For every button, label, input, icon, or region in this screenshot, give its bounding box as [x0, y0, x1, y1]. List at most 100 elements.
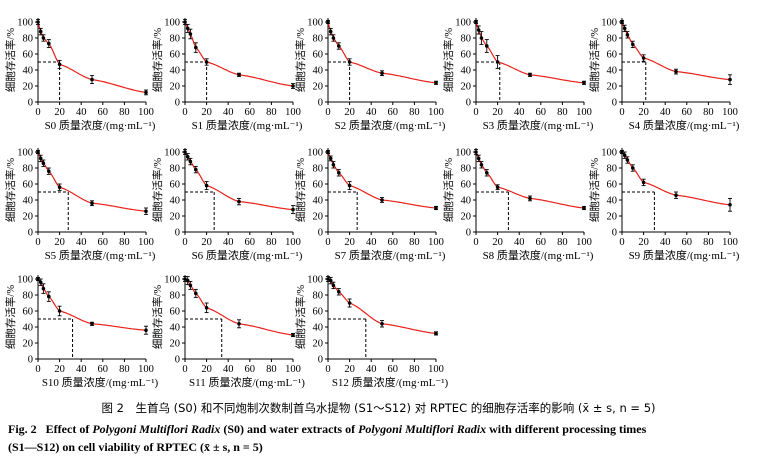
y-tick-label: 40 — [313, 196, 324, 207]
y-tick-label: 100 — [455, 18, 471, 29]
data-point — [528, 196, 532, 201]
data-point — [183, 20, 187, 24]
y-tick-label: 60 — [461, 180, 472, 191]
data-point — [237, 73, 241, 77]
y-axis-label: 细胞存活率/% — [442, 158, 455, 222]
y-axis-label: 细胞存活率/% — [294, 28, 307, 92]
y-tick-label: 0 — [175, 228, 180, 239]
data-point — [183, 150, 187, 154]
data-point — [90, 322, 94, 326]
x-tick-label: 20 — [638, 237, 649, 248]
x-tick-label: 0 — [182, 364, 187, 375]
y-tick-label: 40 — [313, 323, 324, 334]
y-tick-label: 40 — [170, 196, 181, 207]
x-tick-label: 100 — [285, 107, 301, 118]
x-tick-label: 60 — [245, 237, 256, 248]
y-tick-label: 40 — [607, 196, 618, 207]
data-point — [434, 81, 438, 85]
x-tick-label: 100 — [138, 107, 154, 118]
y-tick-label: 20 — [23, 212, 34, 223]
y-tick-label: 80 — [23, 164, 34, 175]
x-axis-label: S8 质量浓度/(mg·mL⁻¹) — [483, 248, 594, 262]
data-point — [291, 84, 295, 88]
y-tick-label: 40 — [23, 323, 34, 334]
data-point — [38, 280, 43, 285]
data-point — [291, 333, 295, 337]
data-point — [380, 198, 384, 202]
y-tick-label: 40 — [313, 66, 324, 77]
x-tick-label: 20 — [201, 107, 212, 118]
caption-fig-label: Fig. 2 — [8, 422, 37, 436]
y-axis-label: 细胞存活率/% — [151, 158, 164, 222]
x-tick-label: 80 — [119, 364, 130, 375]
x-tick-label: 60 — [245, 364, 256, 375]
caption-text-c: (S0) and water extracts of — [220, 422, 359, 436]
data-point — [188, 283, 193, 288]
x-tick-label: 40 — [223, 364, 234, 375]
data-point — [57, 185, 62, 189]
data-point — [620, 20, 624, 24]
y-tick-label: 0 — [466, 98, 471, 109]
y-tick-label: 20 — [313, 212, 324, 223]
y-tick-label: 80 — [170, 291, 181, 302]
x-axis-label: S9 质量浓度/(mg·mL⁻¹) — [629, 248, 740, 262]
x-tick-label: 60 — [388, 364, 399, 375]
data-point — [41, 36, 46, 40]
data-point — [331, 36, 336, 40]
data-point — [185, 26, 190, 31]
y-axis-label: 细胞存活率/% — [294, 285, 307, 349]
y-tick-label: 100 — [17, 18, 33, 29]
x-tick-label: 60 — [536, 107, 547, 118]
y-tick-label: 100 — [307, 148, 323, 159]
x-tick-label: 80 — [409, 107, 420, 118]
x-tick-label: 80 — [266, 364, 277, 375]
x-tick-label: 60 — [388, 107, 399, 118]
data-point — [38, 156, 43, 161]
data-point — [194, 291, 198, 296]
y-tick-label: 100 — [307, 18, 323, 29]
x-tick-label: 60 — [98, 107, 109, 118]
y-tick-label: 20 — [607, 82, 618, 93]
x-tick-label: 40 — [660, 237, 671, 248]
y-tick-label: 40 — [23, 196, 34, 207]
data-point — [622, 153, 627, 157]
y-tick-label: 80 — [461, 34, 472, 45]
x-axis-label: S10 质量浓度/(mg·mL⁻¹) — [42, 375, 159, 389]
x-axis-label: S3 质量浓度/(mg·mL⁻¹) — [483, 118, 594, 132]
y-axis-label: 细胞存活率/% — [4, 28, 17, 92]
x-tick-label: 20 — [201, 237, 212, 248]
x-tick-label: 0 — [35, 237, 40, 248]
data-point — [204, 60, 209, 64]
data-point — [47, 41, 51, 46]
data-point — [331, 283, 336, 288]
y-tick-label: 0 — [28, 355, 33, 366]
y-tick-label: 100 — [601, 18, 617, 29]
data-point — [622, 26, 627, 31]
y-tick-label: 0 — [175, 98, 180, 109]
caption-text-a: Effect of — [45, 422, 93, 436]
y-axis-label: 细胞存活率/% — [442, 28, 455, 92]
y-tick-label: 80 — [607, 34, 618, 45]
data-point — [337, 290, 341, 294]
data-point — [631, 42, 635, 47]
y-tick-label: 100 — [164, 18, 180, 29]
x-tick-label: 20 — [344, 237, 355, 248]
x-tick-label: 20 — [638, 107, 649, 118]
y-tick-label: 60 — [170, 307, 181, 318]
data-point — [528, 73, 532, 77]
y-tick-label: 20 — [170, 82, 181, 93]
data-point — [57, 309, 62, 313]
y-tick-label: 60 — [607, 50, 618, 61]
caption-text-e: with different processing times — [486, 422, 647, 436]
y-tick-label: 40 — [461, 196, 472, 207]
y-tick-label: 80 — [170, 34, 181, 45]
x-axis-label: S7 质量浓度/(mg·mL⁻¹) — [335, 248, 446, 262]
x-tick-label: 40 — [514, 237, 525, 248]
x-tick-label: 80 — [409, 237, 420, 248]
data-point — [476, 28, 481, 32]
y-tick-label: 60 — [313, 180, 324, 191]
